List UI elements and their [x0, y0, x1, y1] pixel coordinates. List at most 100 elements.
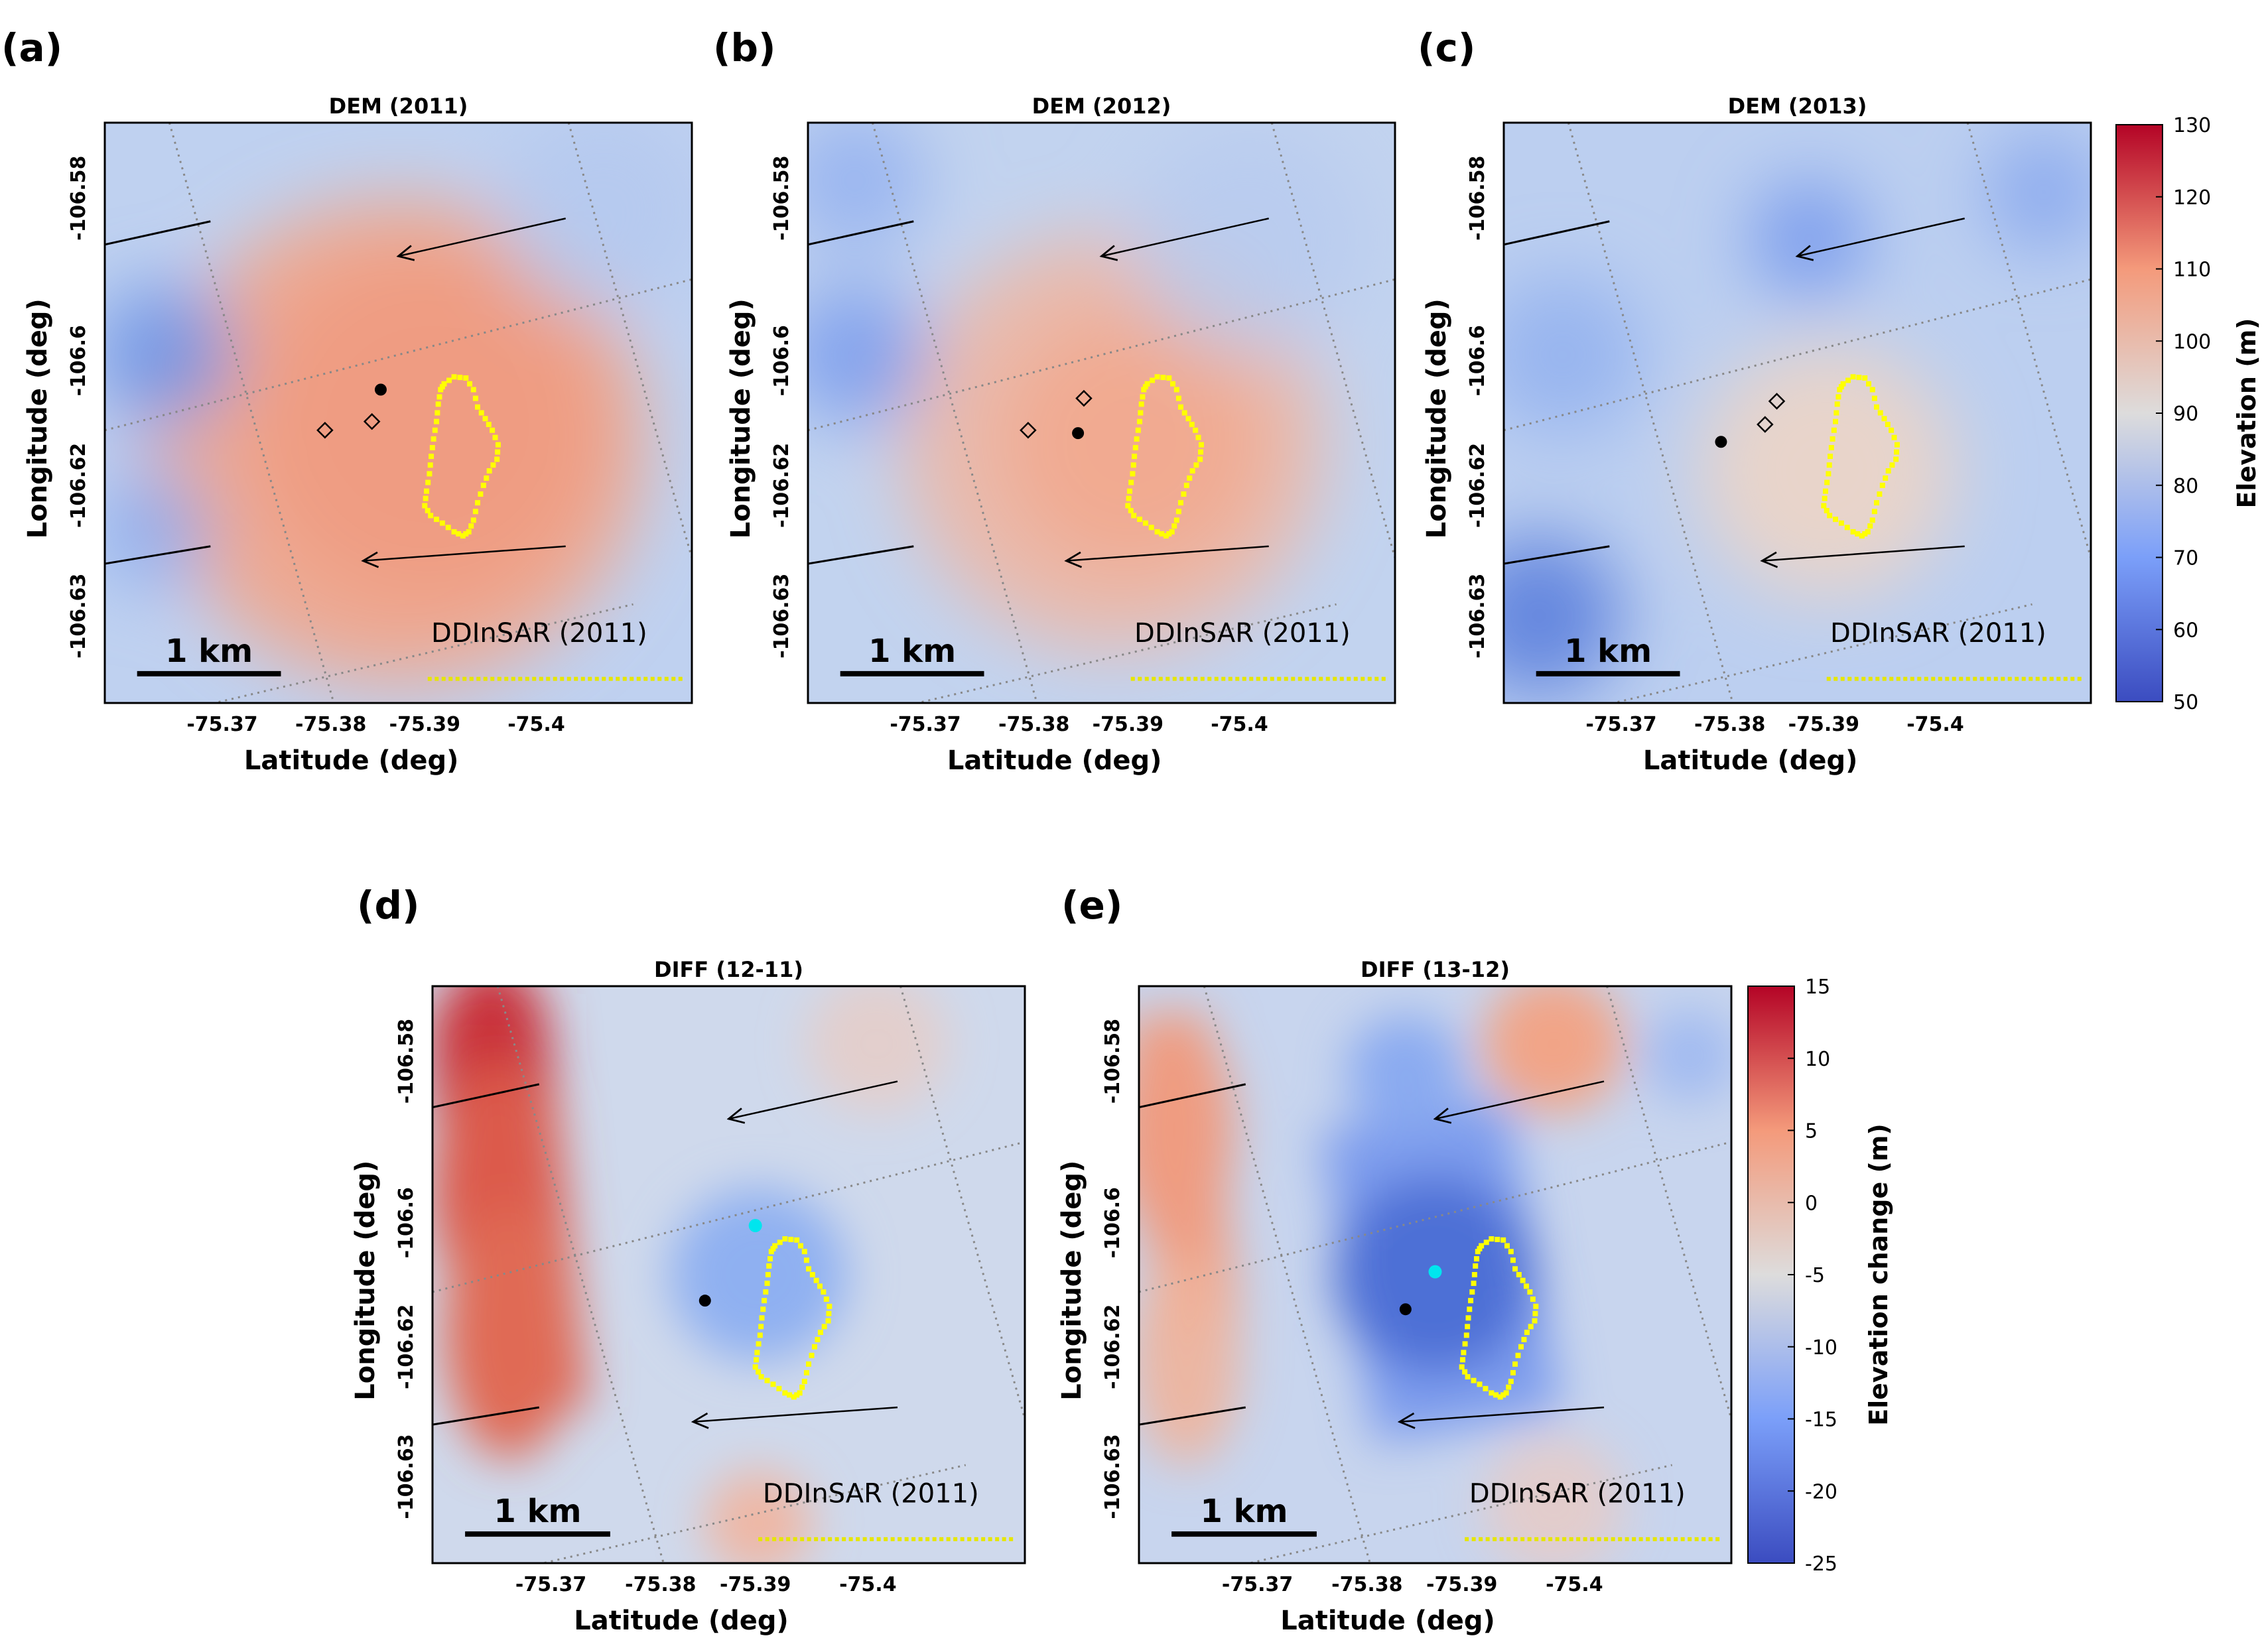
legend-swatch-dot — [1987, 676, 1991, 681]
legend-swatch-dot — [525, 676, 529, 681]
legend-swatch-dot — [650, 676, 655, 681]
graticule-line — [1606, 986, 1731, 1423]
ddinsar-outline-dot — [429, 445, 435, 450]
diamond-marker — [1075, 389, 1093, 407]
legend-swatch-dot — [1333, 676, 1337, 681]
legend-swatch-dot — [828, 1537, 832, 1541]
ddinsar-outline-dot — [756, 1369, 762, 1375]
ddinsar-outline-dot — [768, 1249, 774, 1255]
ddinsar-outline-dot — [1140, 394, 1146, 400]
ddinsar-outline-dot — [1474, 1256, 1480, 1262]
flight-track-line — [105, 545, 211, 565]
legend-swatch-dot — [1680, 1537, 1685, 1541]
x-tick-label: -75.37 — [515, 1573, 586, 1596]
ddinsar-outline-dot — [1869, 387, 1875, 393]
legend-swatch-dot — [434, 676, 439, 681]
legend-swatch-dot — [1172, 676, 1177, 681]
legend-swatch-dot — [1193, 676, 1198, 681]
panel-a: (a) DEM (2011) 1 km DDInSAR (2011) -75.37 -75… — [1, 25, 693, 776]
ddinsar-outline-dot — [788, 1236, 794, 1242]
legend-label: DDInSAR (2011) — [1469, 1479, 1686, 1509]
graticule-line — [105, 278, 692, 432]
ddinsar-outline-dot — [429, 454, 434, 460]
legend-swatch-dot — [1186, 676, 1191, 681]
diamond-marker — [1768, 393, 1786, 410]
ddinsar-outline-dot — [1828, 454, 1833, 460]
graticule — [433, 986, 1025, 1563]
x-tick-label: -75.39 — [1093, 713, 1164, 736]
y-tick-label: -106.6 — [1101, 1187, 1124, 1258]
legend-swatch-dot — [1221, 676, 1226, 681]
heatmap-blob — [1504, 273, 1645, 436]
ddinsar-outline-dot — [1126, 488, 1132, 494]
heatmap: 1 km DDInSAR (2011) — [433, 986, 1025, 1563]
ddinsar-outline-dot — [1148, 525, 1154, 531]
legend-swatch-dot — [588, 676, 592, 681]
ddinsar-outline-dot — [1183, 482, 1189, 488]
heatmap-blob — [805, 986, 948, 1113]
legend-swatch-dot — [932, 1537, 937, 1541]
legend-swatch-dot — [1646, 1537, 1650, 1541]
ddinsar-outline-dot — [799, 1384, 805, 1390]
legend-swatch-dot — [1868, 676, 1873, 681]
legend-swatch-dot — [441, 676, 446, 681]
ddinsar-outline-dot — [1831, 427, 1837, 433]
panel-label: (d) — [357, 883, 420, 928]
legend-swatch-dot — [1479, 1537, 1483, 1541]
ddinsar-outline-dot — [1833, 418, 1839, 424]
heatmap: 1 km DDInSAR (2011) — [1139, 986, 1731, 1563]
diamond-marker — [1757, 416, 1774, 433]
ddinsar-outline-dot — [752, 1364, 758, 1370]
ddinsar-outline-dot — [1134, 436, 1140, 442]
legend-swatch-dot — [664, 676, 669, 681]
axes-frame — [431, 985, 1026, 1564]
legend-swatch-dot — [1979, 676, 1984, 681]
ddinsar-outline-dot — [1512, 1266, 1518, 1272]
heatmap-blob — [444, 1205, 575, 1460]
legend-swatch-dot — [483, 676, 488, 681]
ddinsar-outline-dot — [1879, 482, 1885, 488]
legend-swatch-dot — [1854, 676, 1859, 681]
legend-swatch-dot — [1945, 676, 1950, 681]
ddinsar-outline-dot — [809, 1352, 815, 1358]
ddinsar-outline-dot — [1463, 1332, 1469, 1338]
ddinsar-outline-dot — [478, 410, 484, 416]
y-axis-label: Longitude (deg) — [1057, 1161, 1087, 1401]
legend-swatch-dot — [462, 676, 467, 681]
legend-swatch-dot — [834, 1537, 839, 1541]
ddinsar-outline-dot — [767, 1256, 773, 1262]
legend-swatch-dot — [1541, 1537, 1546, 1541]
ddinsar-outline-dot — [1515, 1352, 1521, 1358]
ddinsar-outline-dot — [1142, 384, 1148, 390]
legend-swatch-dot — [2021, 676, 2026, 681]
flight-direction-arrow — [363, 545, 566, 561]
ddinsar-outline-dot — [490, 462, 496, 468]
legend-swatch-dot — [1952, 676, 1956, 681]
ddinsar-outline-dot — [794, 1392, 800, 1398]
ddinsar-outline-dot — [474, 500, 480, 506]
legend-swatch-dot — [2077, 676, 2082, 681]
ddinsar-outline-dot — [1489, 1236, 1495, 1242]
legend-swatch-dot — [1485, 1537, 1490, 1541]
ddinsar-outline-dot — [1845, 377, 1851, 383]
ddinsar-outline-dot — [1833, 517, 1839, 523]
ddinsar-outline-dot — [801, 1378, 807, 1384]
legend-swatch-dot — [1471, 1537, 1476, 1541]
legend-swatch-dot — [974, 1537, 978, 1541]
colorbar-tick-label: 100 — [2173, 330, 2211, 353]
colorbar-elevation: 130 120 110 100 90 80 70 60 50 Elevation (m) — [2115, 114, 2261, 714]
legend-swatch-dot — [786, 1537, 791, 1541]
ddinsar-outline-dot — [1840, 381, 1846, 387]
flight-direction-arrow — [399, 218, 566, 256]
ddinsar-outline-dot — [446, 377, 452, 383]
ddinsar-outline-dot — [758, 1373, 764, 1379]
scale-bar-label: 1 km — [1564, 633, 1652, 670]
legend-swatch-dot — [1715, 1537, 1720, 1541]
legend-swatch-dot — [1256, 676, 1260, 681]
ddinsar-outline-dot — [1175, 395, 1181, 401]
legend-swatch-dot — [518, 676, 523, 681]
flight-track-line — [433, 1083, 540, 1109]
heatmap-blob — [1139, 1015, 1234, 1246]
ddinsar-outline-dot — [1528, 1324, 1534, 1330]
ddinsar-outline-dot — [490, 427, 496, 433]
